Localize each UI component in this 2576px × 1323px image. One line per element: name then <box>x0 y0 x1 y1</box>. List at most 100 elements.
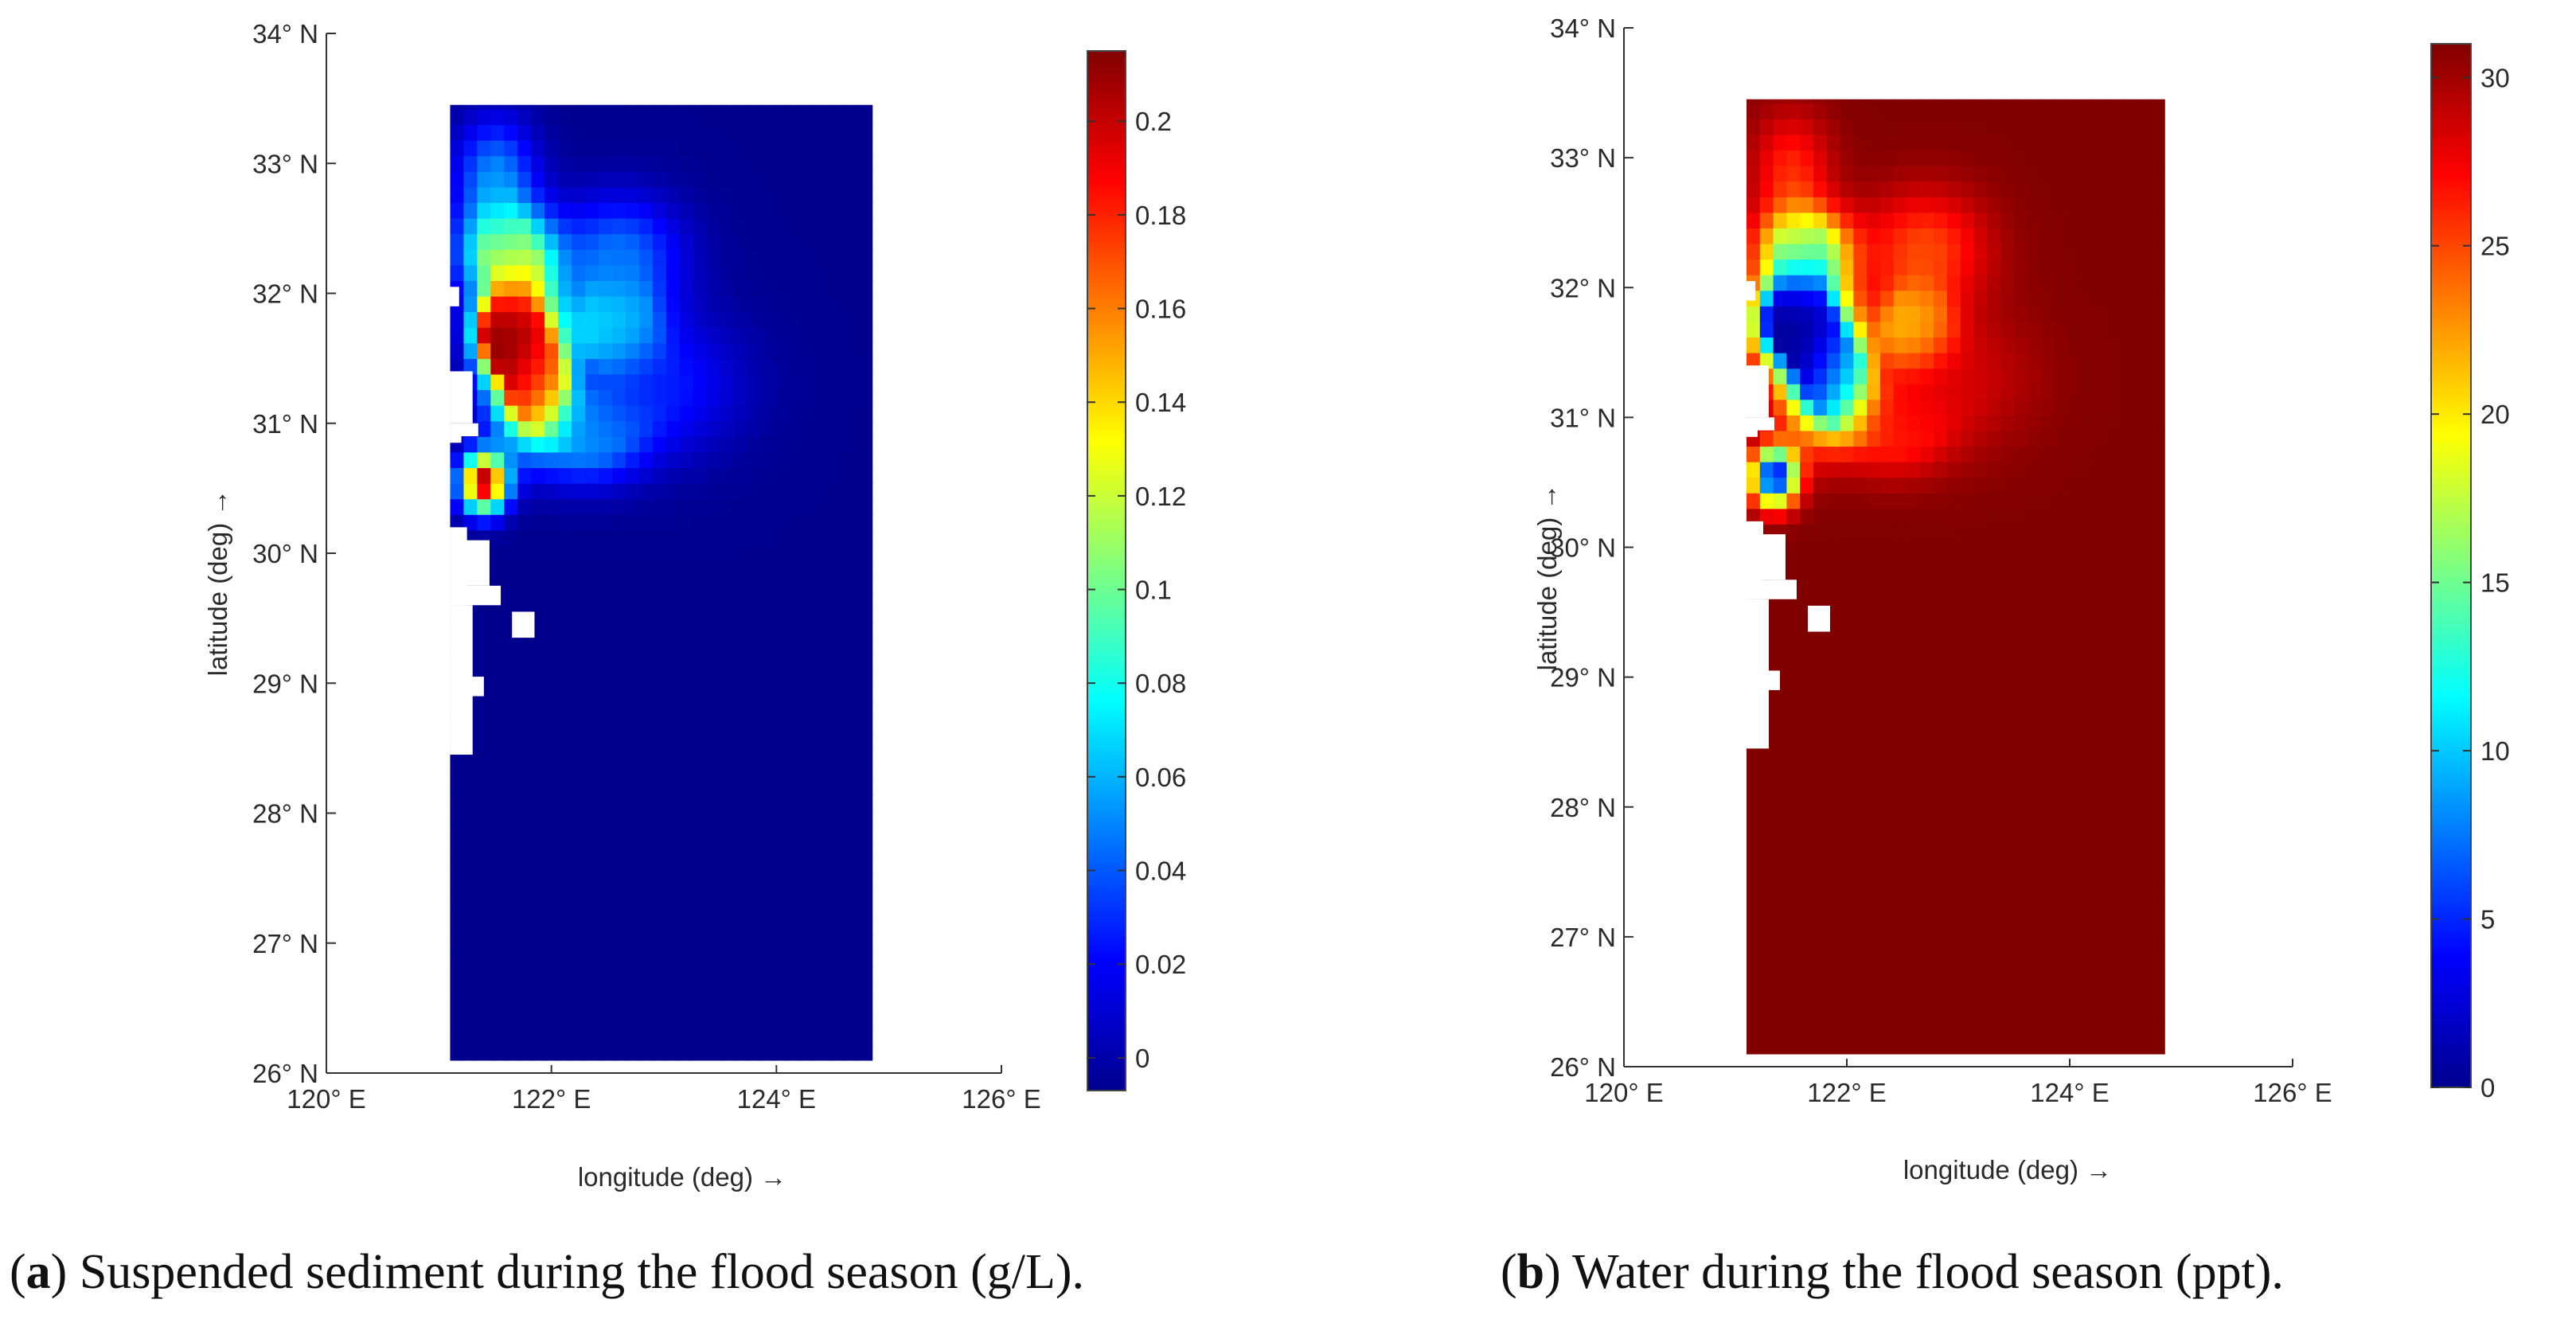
heatmap-cell <box>2160 165 2165 182</box>
heatmap-cell <box>720 1013 735 1030</box>
heatmap-cell <box>801 326 816 344</box>
heatmap-cell <box>2040 524 2055 541</box>
heatmap-cell <box>1840 337 1855 353</box>
heatmap-cell <box>747 935 762 952</box>
heatmap-cell <box>1960 477 1975 494</box>
heatmap-cell <box>611 763 626 780</box>
heatmap-cell <box>572 248 586 266</box>
heatmap-cell <box>1867 321 1881 338</box>
panel-b-salinity: latitude (deg) → longitude (deg) → (b) W… <box>1501 14 2510 1299</box>
heatmap-cell <box>611 104 626 110</box>
heatmap-cell <box>2040 399 2055 416</box>
heatmap-cell <box>1800 586 1814 603</box>
heatmap-cell <box>693 607 708 624</box>
heatmap-cell <box>572 560 586 578</box>
heatmap-cell <box>572 872 586 889</box>
heatmap-cell <box>2160 897 2165 915</box>
heatmap-cell <box>463 342 478 359</box>
heatmap-cell <box>855 966 870 983</box>
heatmap-cell <box>585 1044 599 1061</box>
heatmap-cell <box>706 202 721 219</box>
heatmap-cell <box>1947 882 1961 899</box>
heatmap-cell <box>2121 726 2135 743</box>
heatmap-cell <box>517 888 533 905</box>
heatmap-cell <box>544 529 559 546</box>
heatmap-cell <box>1920 165 1934 182</box>
heatmap-cell <box>463 1028 478 1045</box>
heatmap-cell <box>733 217 748 235</box>
heatmap-cell <box>585 514 599 531</box>
heatmap-cell <box>1973 1006 1989 1024</box>
heatmap-cell <box>2107 134 2122 151</box>
heatmap-cell <box>1840 602 1855 619</box>
heatmap-cell <box>1826 539 1841 556</box>
heatmap-cell <box>720 404 735 422</box>
heatmap-cell <box>490 358 505 375</box>
heatmap-cell <box>2107 586 2122 603</box>
heatmap-cell <box>665 358 681 375</box>
heatmap-cell <box>665 685 681 702</box>
heatmap-cell <box>2054 711 2068 728</box>
heatmap-cell <box>490 810 505 827</box>
heatmap-cell <box>599 1028 613 1045</box>
heatmap-cell <box>1800 664 1814 681</box>
heatmap-cell <box>2054 897 2068 915</box>
heatmap-cell <box>2160 399 2165 416</box>
land-mask <box>450 287 459 306</box>
heatmap-cell <box>2081 835 2095 853</box>
x-tick-label: 124° E <box>737 1084 816 1114</box>
heatmap-cell <box>1773 835 1788 853</box>
heatmap-cell <box>841 1013 857 1030</box>
heatmap-cell <box>1853 788 1868 806</box>
heatmap-cell <box>1880 695 1895 712</box>
y-tick-label: 29° N <box>1550 663 1616 693</box>
heatmap-cell <box>801 825 816 843</box>
heatmap-cell <box>760 248 775 266</box>
colorbar-tick-label: 0.08 <box>1135 669 1186 698</box>
heatmap-cell <box>720 529 735 546</box>
heatmap-cell <box>531 591 545 609</box>
heatmap-cell <box>733 997 748 1014</box>
heatmap-cell <box>625 810 640 827</box>
heatmap-cell <box>706 888 721 905</box>
heatmap-cell <box>2148 586 2162 603</box>
heatmap-cell <box>2148 742 2162 759</box>
heatmap-cell <box>760 171 775 188</box>
heatmap-cell <box>855 1013 870 1030</box>
heatmap-cell <box>1947 197 1961 213</box>
heatmap-cell <box>2107 352 2122 369</box>
heatmap-cell <box>2054 259 2068 275</box>
heatmap-cell <box>463 171 478 188</box>
heatmap-cell <box>1934 711 1948 728</box>
heatmap-cell <box>814 451 829 469</box>
heatmap-cell <box>450 982 465 999</box>
heatmap-cell <box>544 872 559 889</box>
heatmap-cell <box>679 139 694 157</box>
heatmap-cell <box>828 872 843 889</box>
heatmap-cell <box>1826 679 1841 697</box>
heatmap-cell <box>2040 415 2055 431</box>
heatmap-cell <box>1813 944 1828 962</box>
heatmap-cell <box>1973 586 1989 603</box>
heatmap-cell <box>450 124 465 141</box>
heatmap-cell <box>504 202 519 219</box>
heatmap-cell <box>1786 368 1801 384</box>
heatmap-cell <box>463 857 478 874</box>
heatmap-cell <box>1973 321 1989 338</box>
heatmap-cell <box>774 358 789 375</box>
heatmap-cell <box>611 966 626 983</box>
heatmap-cell <box>828 982 843 999</box>
x-tick-label: 120° E <box>287 1084 365 1114</box>
heatmap-cell <box>693 591 708 609</box>
heatmap-cell <box>1920 243 1934 260</box>
heatmap-cell <box>531 104 545 110</box>
heatmap-cell <box>733 1013 748 1030</box>
heatmap-cell <box>1907 477 1922 494</box>
y-tick-label: 31° N <box>252 409 318 439</box>
heatmap-cell <box>733 1044 748 1061</box>
heatmap-cell <box>2094 804 2109 821</box>
heatmap-cell <box>2040 944 2055 962</box>
heatmap-cell <box>1813 259 1828 275</box>
heatmap-cell <box>504 638 519 656</box>
